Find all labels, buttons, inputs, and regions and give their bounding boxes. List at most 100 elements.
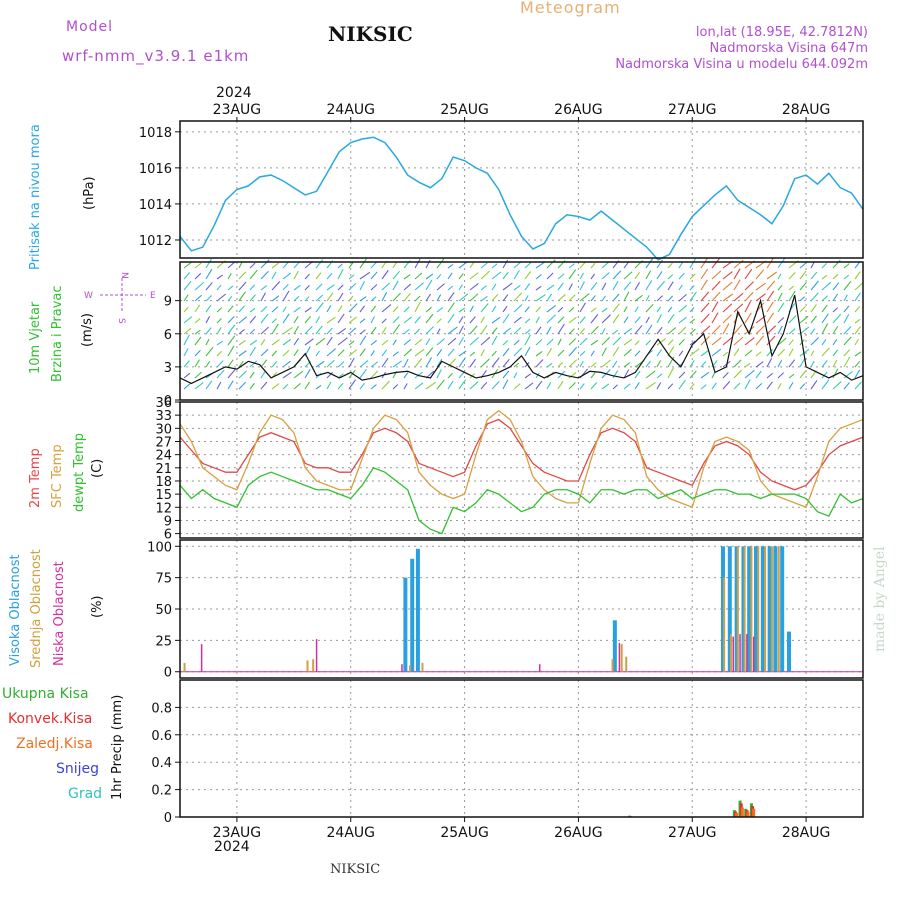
y-tick-label: 50 bbox=[155, 603, 172, 618]
wind-barb bbox=[194, 336, 202, 346]
wind-barb bbox=[689, 360, 695, 368]
wind-barb bbox=[392, 324, 401, 335]
wind-barb bbox=[568, 338, 577, 346]
wind-barb bbox=[766, 372, 773, 379]
wind-barb bbox=[722, 351, 728, 357]
wind-barb bbox=[447, 337, 457, 346]
y-tick-label: 15 bbox=[155, 488, 172, 503]
wind-barb bbox=[205, 327, 212, 335]
wind-barb bbox=[524, 261, 532, 269]
wind-barb bbox=[854, 292, 861, 302]
wind-barb bbox=[326, 273, 333, 280]
cloud-unit: (%) bbox=[90, 595, 105, 619]
wind-barb bbox=[249, 284, 256, 291]
wind-barb bbox=[535, 359, 544, 368]
temp-dew-label: dewpt Temp bbox=[72, 432, 87, 512]
wind-barb bbox=[722, 323, 730, 335]
wind-barb bbox=[843, 274, 850, 280]
top-day-label: 27AUG bbox=[668, 102, 717, 118]
wind-barb bbox=[425, 357, 433, 368]
wind-barb bbox=[436, 318, 442, 324]
y-tick-label: 6 bbox=[164, 528, 172, 543]
wind-barb bbox=[667, 295, 674, 302]
high-cloud-bar bbox=[734, 546, 739, 672]
y-tick-label: 0.2 bbox=[151, 784, 172, 799]
wind-barb bbox=[469, 272, 479, 280]
wind-barb bbox=[260, 348, 269, 357]
wind-barb bbox=[656, 295, 663, 302]
wind-barb bbox=[832, 293, 839, 302]
y-tick-label: 0 bbox=[164, 666, 172, 681]
wind-barb bbox=[502, 327, 512, 335]
temp-unit: (C) bbox=[90, 458, 105, 478]
wind-barb bbox=[425, 273, 434, 280]
wind-barb bbox=[700, 313, 710, 324]
wind-barb bbox=[458, 273, 464, 280]
pressure-line bbox=[179, 136, 864, 261]
wind-barb bbox=[348, 340, 355, 346]
wind-barb bbox=[623, 383, 631, 390]
wind-barb bbox=[194, 318, 201, 324]
wind-barb bbox=[711, 337, 722, 346]
wind-barb bbox=[359, 281, 366, 291]
wind-barb bbox=[568, 346, 578, 357]
wind-barb bbox=[480, 336, 491, 346]
wind-barb bbox=[656, 373, 663, 379]
elevation-text: Nadmorska Visina 647m bbox=[709, 41, 869, 56]
wind-barb bbox=[359, 296, 367, 302]
wind-barb bbox=[601, 307, 608, 313]
wind-barb bbox=[425, 338, 431, 346]
wind-barb bbox=[392, 261, 398, 269]
wind-barb bbox=[535, 372, 540, 379]
wind-barb bbox=[579, 383, 585, 390]
wind-barb bbox=[403, 358, 409, 368]
wind-barb bbox=[711, 348, 722, 357]
wind-label-1: 10m Vjetar bbox=[28, 301, 43, 374]
wind-barb bbox=[315, 302, 324, 313]
wind-barb bbox=[799, 306, 806, 313]
wind-barb bbox=[832, 282, 840, 291]
wind-barb bbox=[238, 360, 244, 368]
wind-barb bbox=[436, 306, 444, 313]
wind-barb bbox=[601, 272, 610, 280]
wind-barb bbox=[700, 291, 710, 302]
wind-barb bbox=[216, 293, 226, 302]
wind-barb bbox=[436, 369, 442, 379]
wind-barb bbox=[766, 335, 776, 346]
wind-barb bbox=[458, 372, 465, 379]
wind-barb bbox=[656, 314, 662, 324]
wind-barb bbox=[777, 257, 786, 269]
wind-barb bbox=[194, 359, 200, 368]
wind-barb bbox=[469, 293, 479, 302]
wind-barb bbox=[403, 306, 410, 313]
wind-barb bbox=[282, 313, 290, 324]
wind-barb bbox=[216, 340, 224, 346]
wind-barb bbox=[788, 285, 795, 291]
wind-barb bbox=[524, 306, 530, 313]
y-tick-label: 3 bbox=[164, 361, 172, 376]
wind-barb bbox=[282, 371, 292, 379]
wind-barb bbox=[381, 357, 389, 368]
wind-barb bbox=[590, 295, 596, 302]
wind-barb bbox=[480, 381, 488, 390]
wind-barb bbox=[799, 296, 806, 302]
wind-barb bbox=[370, 350, 375, 357]
wind-barb bbox=[678, 350, 684, 357]
wind-barb bbox=[414, 316, 421, 324]
y-tick-label: 100 bbox=[147, 540, 172, 555]
wind-barb bbox=[502, 370, 510, 379]
wind-barb bbox=[183, 348, 189, 357]
low-cloud-bar bbox=[538, 664, 541, 672]
wind-barb bbox=[810, 271, 818, 280]
wind-barb bbox=[601, 383, 610, 390]
wind-barb bbox=[260, 292, 266, 302]
wind-barb bbox=[777, 317, 785, 324]
cloud-mid-label: Srednja Oblacnost bbox=[29, 549, 44, 668]
wind-barb bbox=[733, 268, 741, 280]
compass-south: S bbox=[116, 318, 126, 324]
wind-barb bbox=[579, 316, 586, 324]
frz-precip-bar bbox=[735, 812, 739, 817]
wind-barb bbox=[249, 262, 256, 269]
high-cloud-bar bbox=[773, 546, 778, 672]
wind-barb bbox=[854, 306, 861, 313]
